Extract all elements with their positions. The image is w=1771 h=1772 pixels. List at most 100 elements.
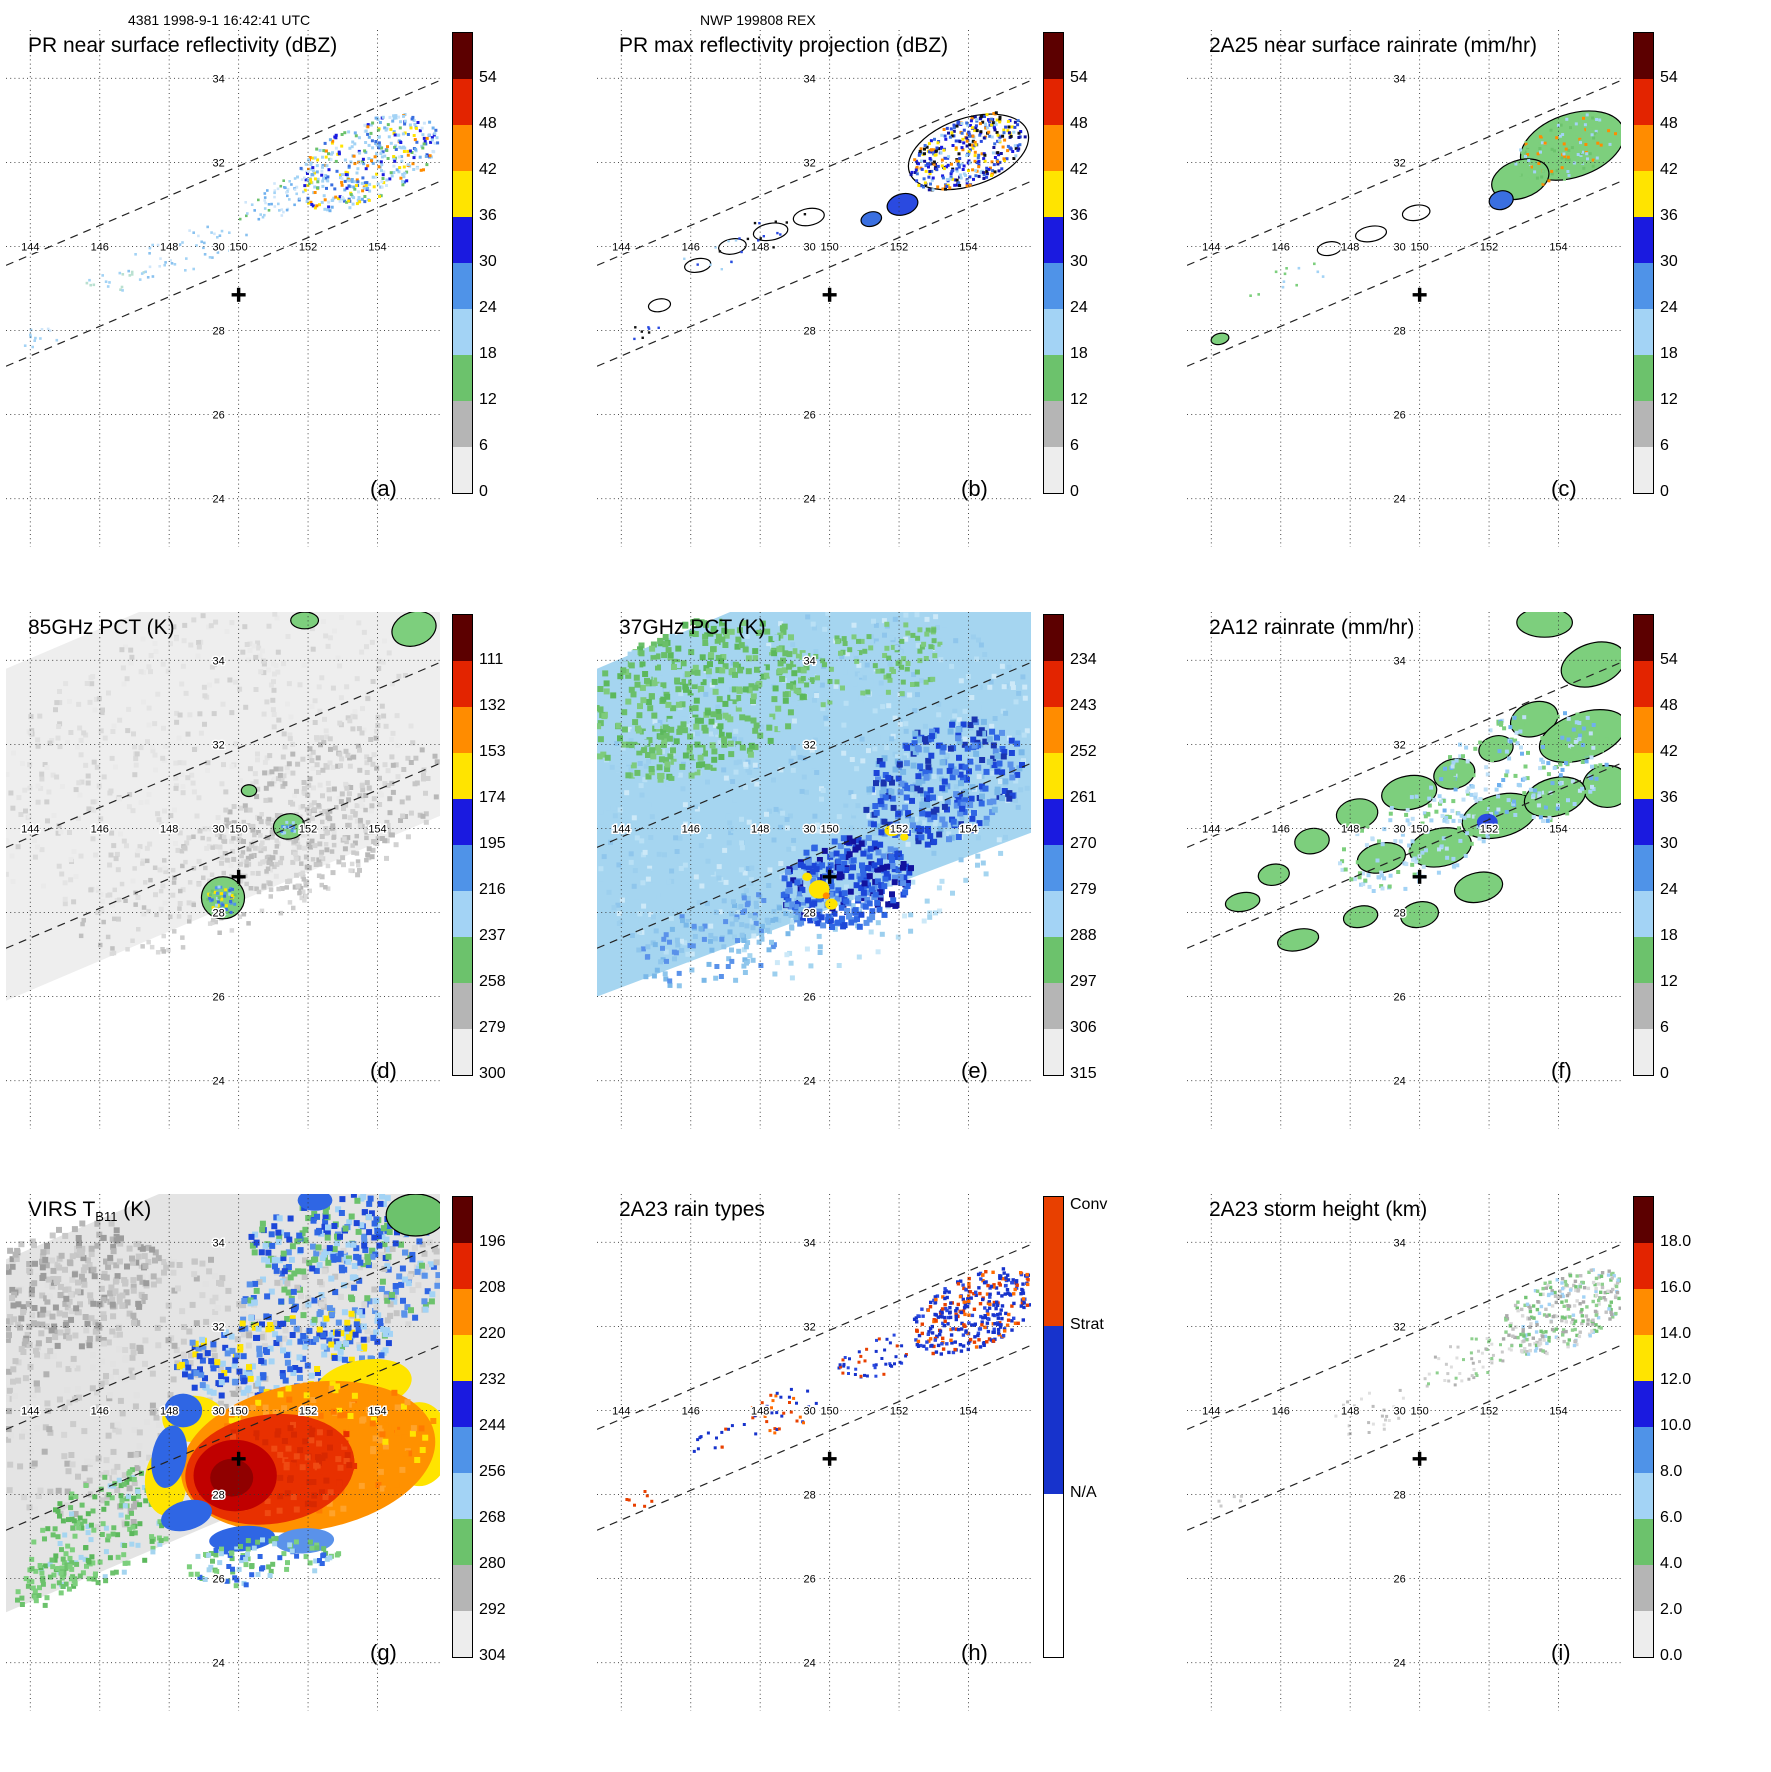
colorbar-segment (453, 33, 472, 79)
svg-text:28: 28 (803, 326, 815, 338)
svg-text:28: 28 (212, 908, 224, 920)
svg-text:146: 146 (682, 241, 700, 253)
colorbar-tick-label: 279 (479, 1019, 506, 1037)
colorbar-segment (1634, 309, 1653, 355)
grid-lines (1187, 1194, 1621, 1711)
colorbar-tick-label: 300 (479, 1065, 506, 1083)
svg-text:144: 144 (612, 241, 630, 253)
svg-text:26: 26 (803, 410, 815, 422)
svg-text:34: 34 (1393, 73, 1405, 85)
colorbar-segment (1634, 263, 1653, 309)
colorbar-bar (452, 32, 473, 494)
colorbar-segment (1044, 1197, 1063, 1326)
data-layer (625, 1267, 1031, 1508)
colorbar-segment (1634, 615, 1653, 661)
panel-title: PR max reflectivity projection (dBZ) (619, 34, 948, 60)
colorbar-segment (1634, 79, 1653, 125)
panel-title-unit: (K) (117, 1198, 151, 1221)
grid-lines (6, 30, 440, 547)
colorbar-tick-label: 258 (479, 973, 506, 991)
svg-text:152: 152 (299, 241, 317, 253)
colorbar-segment (1634, 799, 1653, 845)
svg-text:30: 30 (1393, 241, 1405, 253)
svg-text:32: 32 (803, 157, 815, 169)
panel-title: VIRS TB11 (K) (28, 1198, 151, 1224)
svg-text:26: 26 (212, 410, 224, 422)
svg-text:154: 154 (959, 823, 977, 835)
panel-title-text: 2A12 rainrate (mm/hr) (1209, 616, 1414, 639)
colorbar-segment (453, 1197, 472, 1243)
colorbar-tick-label: 6.0 (1660, 1509, 1682, 1527)
colorbar-tick-label: 12 (1660, 973, 1678, 991)
colorbar-segment (1044, 845, 1063, 891)
colorbar-segment (1634, 401, 1653, 447)
colorbar-tick-label: 243 (1070, 697, 1097, 715)
colorbar-tick-label: N/A (1070, 1484, 1097, 1502)
colorbar-tick-label: 234 (1070, 651, 1097, 669)
colorbar-segment (453, 217, 472, 263)
colorbar-bar (452, 1196, 473, 1658)
colorbar-tick-label: 54 (1070, 69, 1088, 87)
colorbar-segment (453, 309, 472, 355)
colorbar-tick-label: 14.0 (1660, 1325, 1691, 1343)
svg-text:34: 34 (1393, 655, 1405, 667)
colorbar-bar (1043, 1196, 1064, 1658)
svg-text:152: 152 (1480, 241, 1498, 253)
panel-letter: (a) (370, 476, 397, 502)
colorbar-bar (452, 614, 473, 1076)
svg-text:148: 148 (1341, 823, 1359, 835)
svg-text:24: 24 (803, 1076, 815, 1088)
colorbar-segment (453, 707, 472, 753)
colorbar-tick-label: 256 (479, 1463, 506, 1481)
colorbar-segment (1634, 33, 1653, 79)
grid-lines (1187, 612, 1621, 1129)
panel-title: 85GHz PCT (K) (28, 616, 175, 642)
svg-text:144: 144 (1202, 241, 1220, 253)
colorbar-tick-label: 30 (1660, 253, 1678, 271)
svg-text:148: 148 (1341, 241, 1359, 253)
svg-text:26: 26 (1393, 992, 1405, 1004)
svg-text:34: 34 (212, 655, 224, 667)
colorbar-segment (1634, 1611, 1653, 1657)
svg-text:146: 146 (91, 823, 109, 835)
svg-text:30: 30 (803, 823, 815, 835)
colorbar-segment (453, 79, 472, 125)
colorbar-tick-label: 24 (479, 299, 497, 317)
svg-text:150: 150 (820, 823, 838, 835)
colorbar-segment (453, 1473, 472, 1519)
colorbar-tick-label: 280 (479, 1555, 506, 1573)
colorbar-segment (453, 661, 472, 707)
colorbar-tick-label: 270 (1070, 835, 1097, 853)
panel-title-sub: B11 (95, 1209, 117, 1224)
panel-title-text: PR near surface reflectivity (dBZ) (28, 34, 337, 57)
colorbar-tick-label: 315 (1070, 1065, 1097, 1083)
svg-text:152: 152 (890, 823, 908, 835)
colorbar-segment (1634, 661, 1653, 707)
svg-text:30: 30 (803, 241, 815, 253)
colorbar-segment (453, 1243, 472, 1289)
svg-text:144: 144 (21, 823, 39, 835)
panel-letter: (h) (961, 1640, 988, 1666)
svg-text:146: 146 (682, 823, 700, 835)
svg-text:32: 32 (1393, 157, 1405, 169)
svg-text:24: 24 (212, 494, 224, 506)
svg-text:152: 152 (890, 241, 908, 253)
svg-text:150: 150 (820, 241, 838, 253)
colorbar-bar (1633, 1196, 1654, 1658)
colorbar-tick-label: 48 (1070, 115, 1088, 133)
colorbar-segment (1044, 1029, 1063, 1075)
svg-text:24: 24 (1393, 1076, 1405, 1088)
colorbar-tick-label: 174 (479, 789, 506, 807)
colorbar-tick-label: 132 (479, 697, 506, 715)
colorbar-tick-label: 48 (1660, 697, 1678, 715)
panel-title: PR near surface reflectivity (dBZ) (28, 34, 337, 60)
